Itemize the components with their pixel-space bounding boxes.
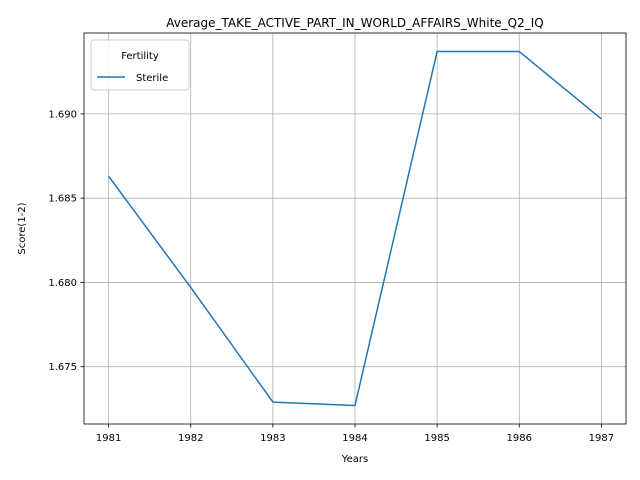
x-tick-label: 1981	[96, 433, 121, 444]
y-tick-label: 1.690	[48, 109, 77, 120]
chart-title: Average_TAKE_ACTIVE_PART_IN_WORLD_AFFAIR…	[166, 16, 544, 30]
x-axis-label: Years	[341, 454, 368, 465]
plot-lines	[108, 50, 602, 407]
y-axis-ticks: 1.675 1.680 1.685 1.690	[48, 109, 84, 373]
y-tick-label: 1.680	[48, 278, 77, 289]
y-tick-label: 1.675	[48, 362, 77, 373]
legend-label-sterile: Sterile	[136, 73, 168, 84]
x-tick-label: 1984	[342, 433, 367, 444]
x-tick-label: 1983	[260, 433, 285, 444]
series-line-sterile	[108, 50, 602, 407]
y-tick-label: 1.685	[48, 194, 77, 205]
legend: Fertility Sterile	[90, 39, 190, 91]
x-tick-label: 1985	[424, 433, 449, 444]
x-tick-label: 1987	[589, 433, 614, 444]
x-tick-label: 1982	[178, 433, 203, 444]
y-axis-label: Score(1-2)	[17, 202, 28, 254]
legend-title: Fertility	[121, 51, 159, 62]
grid	[84, 33, 626, 424]
x-axis-ticks: 1981 1982 1983 1984 1985 1986 1987	[96, 424, 614, 444]
x-tick-label: 1986	[507, 433, 532, 444]
